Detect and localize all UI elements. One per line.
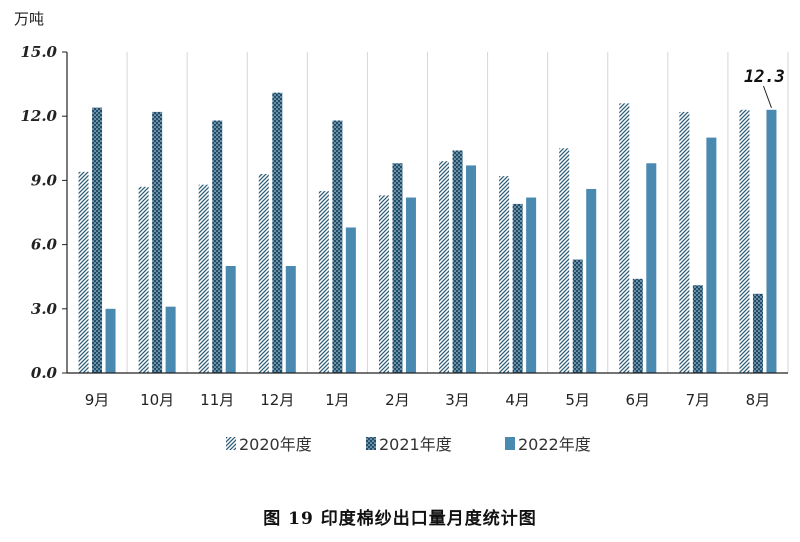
annotation: 12.3 (744, 67, 785, 108)
bar (105, 308, 116, 373)
y-tick-label: 12.0 (20, 107, 57, 125)
bar (739, 109, 750, 373)
legend-label: 2022年度 (518, 435, 591, 454)
axes (62, 51, 788, 374)
legend-label: 2021年度 (379, 435, 452, 454)
bar (572, 259, 583, 373)
x-tick-label: 3月 (445, 391, 470, 409)
x-tick-labels: 9月 10月 11月 12月 1月 2月 3月 4月 5月 6月 7月 8月 (85, 391, 770, 409)
y-tick-labels: 0.0 3.0 6.0 9.0 12.0 15.0 (20, 43, 57, 382)
bar (285, 266, 296, 373)
bar (198, 184, 209, 373)
x-tick-label: 4月 (505, 391, 530, 409)
y-tick-label: 9.0 (31, 171, 58, 189)
bar (392, 163, 403, 373)
x-tick-label: 8月 (746, 391, 771, 409)
bar (378, 195, 389, 373)
bar (165, 306, 176, 373)
bar (619, 103, 630, 374)
bar (78, 171, 89, 373)
bar (632, 278, 643, 373)
legend-label: 2020年度 (239, 435, 312, 454)
legend-swatch (366, 437, 376, 450)
annotation-label: 12.3 (744, 67, 785, 87)
bar-series (78, 92, 777, 374)
x-tick-label: 11月 (200, 391, 234, 409)
bar (345, 227, 356, 373)
bar (466, 165, 477, 373)
bar (646, 163, 657, 373)
bar (272, 92, 283, 373)
bar (679, 111, 690, 374)
x-tick-label: 10月 (140, 391, 174, 409)
legend-swatch (505, 437, 515, 450)
grid-lines (126, 52, 789, 373)
bar (92, 107, 103, 373)
bar (499, 176, 510, 373)
bar (332, 120, 343, 373)
y-axis-unit-label: 万吨 (14, 10, 44, 28)
bar (766, 109, 777, 373)
bar (439, 161, 450, 373)
bar (152, 111, 163, 374)
bar (405, 197, 416, 373)
x-tick-label: 12月 (260, 391, 294, 409)
bar (512, 203, 523, 373)
bar (752, 293, 763, 373)
x-tick-label: 6月 (626, 391, 651, 409)
bar (706, 137, 717, 373)
bar (258, 173, 269, 373)
y-tick-label: 3.0 (31, 300, 58, 318)
bar (225, 266, 236, 373)
bar (559, 148, 570, 373)
x-tick-label: 5月 (565, 391, 590, 409)
x-tick-label: 1月 (325, 391, 350, 409)
y-tick-label: 6.0 (31, 236, 58, 254)
bar (586, 188, 597, 373)
legend-swatch (226, 437, 236, 450)
bar (212, 120, 223, 373)
bar (452, 150, 463, 373)
bar (138, 186, 149, 373)
bar (318, 191, 329, 373)
x-tick-label: 9月 (85, 391, 110, 409)
y-tick-label: 15.0 (20, 43, 57, 61)
bar (692, 285, 703, 373)
y-tick-label: 0.0 (31, 364, 58, 382)
x-tick-label: 7月 (686, 391, 711, 409)
annotation-leader-line (762, 85, 772, 108)
figure-caption: 图 19 印度棉纱出口量月度统计图 (263, 509, 537, 529)
legend: 2020年度 2021年度 2022年度 (226, 435, 591, 454)
bar (526, 197, 537, 373)
bar-chart: 万吨 0.0 3.0 6.0 9.0 12.0 15.0 9月 10月 11月 12月 1月 2月 3… (14, 10, 789, 454)
x-tick-label: 2月 (385, 391, 410, 409)
